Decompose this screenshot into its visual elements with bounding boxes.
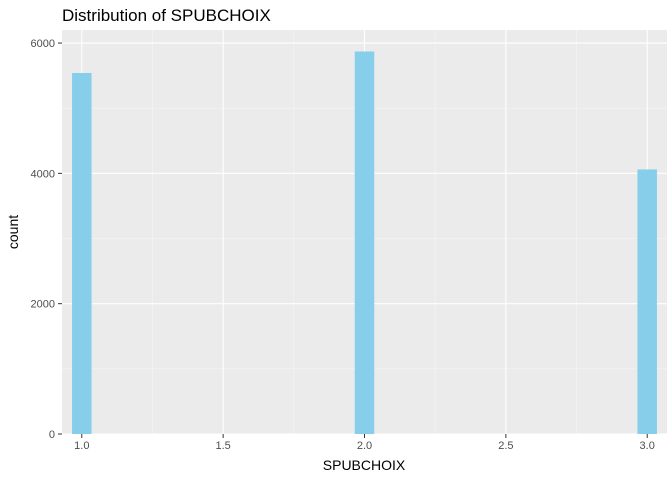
x-tick-label: 1.5 — [215, 440, 230, 452]
x-axis-title: SPUBCHOIX — [323, 457, 406, 473]
x-axis: 1.0 1.5 2.0 2.5 3.0 — [74, 434, 655, 452]
bars — [72, 51, 657, 434]
y-tick-label: 4000 — [31, 168, 55, 180]
y-axis-title: count — [5, 215, 21, 249]
x-tick-label: 3.0 — [640, 440, 655, 452]
y-tick-label: 2000 — [31, 299, 55, 311]
y-axis: 0 2000 4000 6000 — [31, 38, 62, 441]
x-tick-label: 2.5 — [498, 440, 513, 452]
x-tick-label: 2.0 — [357, 440, 372, 452]
histogram-bar — [637, 169, 657, 434]
y-tick-label: 0 — [49, 429, 55, 441]
chart-title: Distribution of SPUBCHOIX — [62, 6, 271, 25]
x-tick-label: 1.0 — [74, 440, 89, 452]
y-tick-label: 6000 — [31, 38, 55, 50]
histogram-bar — [354, 51, 375, 434]
histogram-bar — [72, 73, 92, 434]
